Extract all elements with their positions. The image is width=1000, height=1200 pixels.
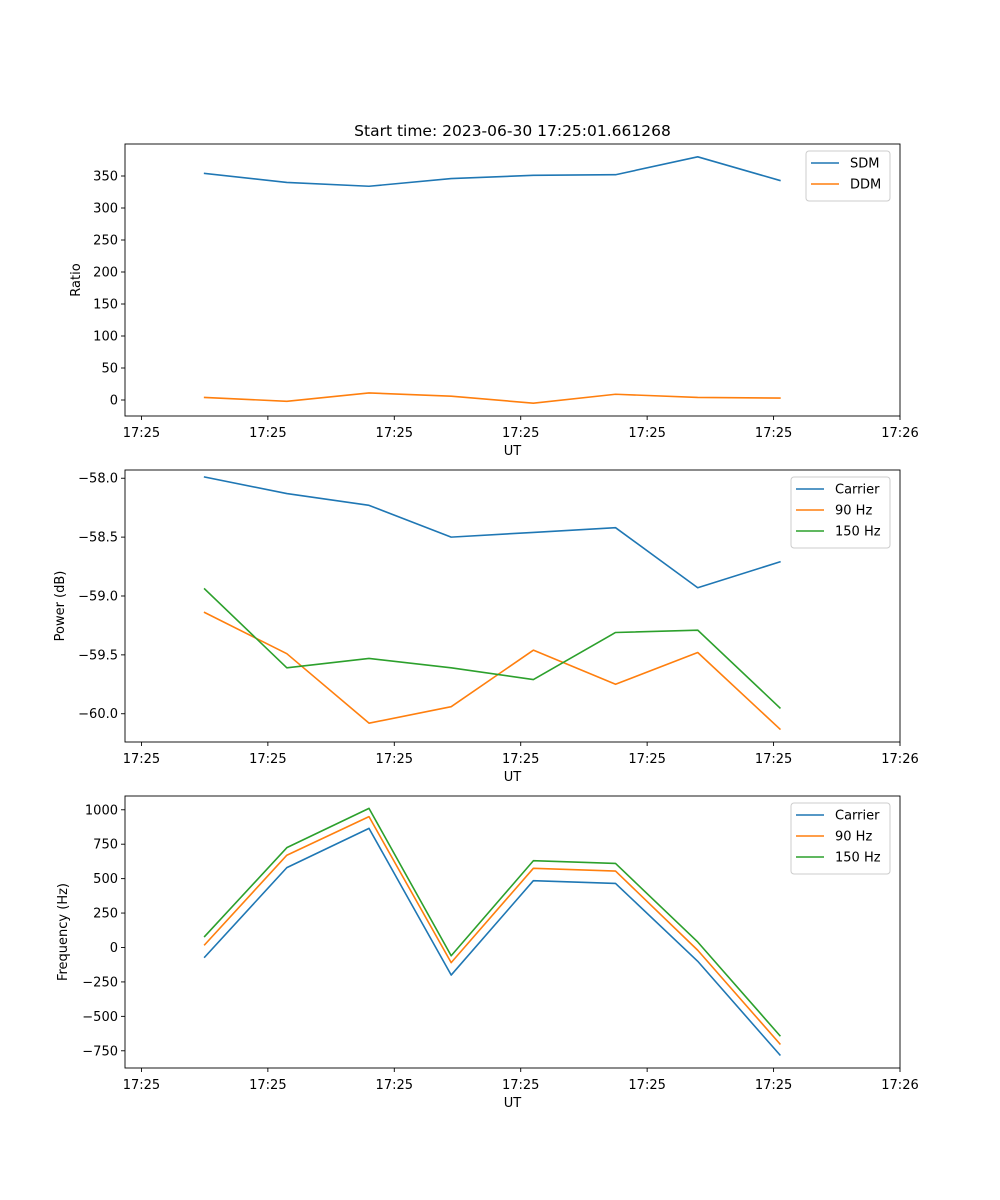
- series-line-90-hz: [203, 611, 782, 731]
- y-tick-label: 300: [93, 202, 118, 217]
- x-tick-label: 17:26: [881, 426, 918, 441]
- chart-title: Start time: 2023-06-30 17:25:01.661268: [354, 122, 671, 140]
- series-line-150-hz: [203, 807, 782, 1037]
- y-tick-label: −750: [82, 1044, 118, 1059]
- series-line-carrier: [203, 476, 781, 589]
- legend: Carrier 90 Hz 150 Hz: [790, 802, 891, 875]
- y-axis-label: Ratio: [69, 263, 84, 296]
- plot-frame: [124, 143, 901, 417]
- x-tick-label: 17:25: [502, 1078, 539, 1093]
- series-line-150-hz: [203, 587, 782, 709]
- x-tick-label: 17:25: [502, 426, 539, 441]
- x-tick-label: 17:25: [628, 426, 665, 441]
- y-tick-label: 1000: [85, 803, 118, 818]
- y-tick-label: −59.0: [78, 589, 118, 604]
- y-tick-label: −59.5: [78, 648, 118, 663]
- y-tick-label: 200: [93, 266, 118, 281]
- x-tick-label: 17:26: [881, 1078, 918, 1093]
- legend-label-90-hz: 90 Hz: [835, 830, 872, 845]
- y-tick-label: 150: [93, 298, 118, 313]
- y-tick-label: 350: [93, 170, 118, 185]
- x-tick-label: 17:25: [249, 1078, 286, 1093]
- legend-label-carrier: Carrier: [835, 483, 880, 498]
- y-tick-label: −500: [82, 1010, 118, 1025]
- legend-label-sdm: SDM: [850, 157, 879, 172]
- x-tick-label: 17:25: [755, 1078, 792, 1093]
- legend-label-150-hz: 150 Hz: [835, 525, 881, 540]
- y-tick-label: −58.5: [78, 531, 118, 546]
- x-tick-label: 17:25: [123, 1078, 160, 1093]
- y-tick-label: −58.0: [78, 472, 118, 487]
- series-line-sdm: [203, 156, 781, 188]
- legend-label-carrier: Carrier: [835, 809, 880, 824]
- y-tick-label: 250: [93, 234, 118, 249]
- legend: SDM DDM: [805, 150, 891, 202]
- x-tick-label: 17:25: [755, 426, 792, 441]
- y-tick-label: 500: [93, 872, 118, 887]
- legend-label-ddm: DDM: [850, 178, 881, 193]
- y-tick-label: 100: [93, 330, 118, 345]
- x-tick-label: 17:25: [376, 426, 413, 441]
- x-tick-label: 17:25: [628, 1078, 665, 1093]
- subplot-1: 17:25 17:25 17:25 17:25 17:25 17:25 17:26 0 50 10…: [69, 143, 919, 459]
- y-tick-label: 750: [93, 838, 118, 853]
- plot-frame: [124, 469, 901, 743]
- x-tick-label: 17:25: [249, 752, 286, 767]
- y-tick-label: 0: [110, 394, 118, 409]
- x-tick-label: 17:25: [376, 752, 413, 767]
- legend-label-150-hz: 150 Hz: [835, 851, 881, 866]
- y-tick-label: −60.0: [78, 707, 118, 722]
- series-line-ddm: [203, 392, 781, 405]
- y-tick-label: 250: [93, 907, 118, 922]
- x-tick-label: 17:26: [881, 752, 918, 767]
- x-tick-label: 17:25: [123, 752, 160, 767]
- y-tick-label: 0: [110, 941, 118, 956]
- x-tick-label: 17:25: [755, 752, 792, 767]
- y-tick-label: 50: [101, 362, 118, 377]
- x-axis-label: UT: [504, 444, 522, 459]
- series-line-90-hz: [203, 815, 782, 1046]
- x-tick-label: 17:25: [376, 1078, 413, 1093]
- legend-label-90-hz: 90 Hz: [835, 504, 872, 519]
- plot-frame: [124, 795, 901, 1069]
- subplots-group: 17:25 17:25 17:25 17:25 17:25 17:25 17:26 0 50 10…: [53, 143, 919, 1111]
- y-axis-label: Frequency (Hz): [56, 883, 71, 981]
- legend: Carrier 90 Hz 150 Hz: [790, 476, 891, 549]
- subplot-3: 17:25 17:25 17:25 17:25 17:25 17:25 17:26 −750 −…: [56, 795, 919, 1111]
- y-axis-label: Power (dB): [53, 571, 68, 642]
- series-line-carrier: [203, 827, 782, 1057]
- x-tick-label: 17:25: [123, 426, 160, 441]
- x-tick-label: 17:25: [628, 752, 665, 767]
- x-tick-label: 17:25: [502, 752, 539, 767]
- y-tick-label: −250: [82, 975, 118, 990]
- x-axis-label: UT: [504, 770, 522, 785]
- x-axis-label: UT: [504, 1096, 522, 1111]
- x-tick-label: 17:25: [249, 426, 286, 441]
- subplot-2: 17:25 17:25 17:25 17:25 17:25 17:25 17:26 −60.0…: [53, 469, 919, 785]
